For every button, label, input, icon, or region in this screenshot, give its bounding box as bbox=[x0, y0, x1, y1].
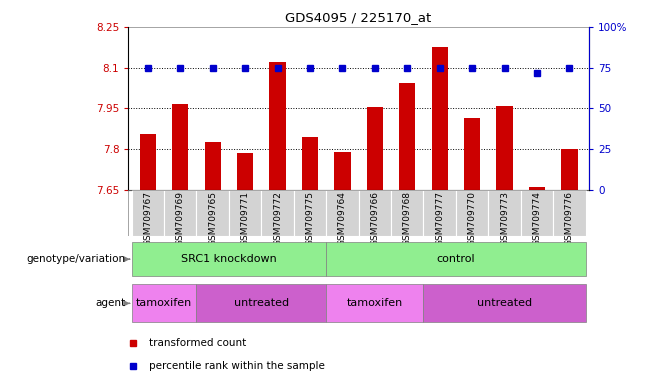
Bar bbox=[261, 190, 293, 236]
Bar bbox=[334, 152, 351, 190]
Text: tamoxifen: tamoxifen bbox=[136, 298, 192, 308]
Text: SRC1 knockdown: SRC1 knockdown bbox=[181, 254, 277, 264]
Bar bbox=[497, 106, 513, 190]
Bar bbox=[197, 284, 326, 323]
Bar bbox=[391, 190, 424, 236]
Text: untreated: untreated bbox=[234, 298, 289, 308]
Text: transformed count: transformed count bbox=[149, 338, 246, 348]
Bar bbox=[399, 83, 415, 190]
Text: untreated: untreated bbox=[477, 298, 532, 308]
Text: GSM709775: GSM709775 bbox=[305, 192, 315, 247]
Bar bbox=[229, 190, 261, 236]
Bar bbox=[424, 190, 456, 236]
Text: GSM709765: GSM709765 bbox=[208, 192, 217, 247]
Bar bbox=[520, 190, 553, 236]
Bar bbox=[326, 242, 586, 276]
Text: GSM709770: GSM709770 bbox=[468, 192, 476, 247]
Bar bbox=[456, 190, 488, 236]
Bar bbox=[553, 190, 586, 236]
Bar bbox=[302, 137, 318, 190]
Text: GSM709769: GSM709769 bbox=[176, 192, 185, 247]
Bar bbox=[488, 190, 520, 236]
Text: genotype/variation: genotype/variation bbox=[26, 254, 125, 264]
Text: GSM709777: GSM709777 bbox=[435, 192, 444, 247]
Text: GSM709773: GSM709773 bbox=[500, 192, 509, 247]
Bar bbox=[237, 153, 253, 190]
Bar bbox=[326, 284, 424, 323]
Text: GSM709764: GSM709764 bbox=[338, 192, 347, 247]
Bar bbox=[293, 190, 326, 236]
Text: GSM709768: GSM709768 bbox=[403, 192, 412, 247]
Text: agent: agent bbox=[95, 298, 125, 308]
Text: percentile rank within the sample: percentile rank within the sample bbox=[149, 361, 325, 371]
Bar bbox=[464, 118, 480, 190]
Bar bbox=[197, 190, 229, 236]
Text: tamoxifen: tamoxifen bbox=[347, 298, 403, 308]
Title: GDS4095 / 225170_at: GDS4095 / 225170_at bbox=[286, 11, 432, 24]
Bar bbox=[529, 187, 545, 190]
Bar bbox=[132, 190, 164, 236]
Bar bbox=[164, 190, 197, 236]
Text: GSM709771: GSM709771 bbox=[241, 192, 249, 247]
Bar bbox=[424, 284, 586, 323]
Text: GSM709767: GSM709767 bbox=[143, 192, 152, 247]
Bar bbox=[367, 107, 383, 190]
Text: GSM709776: GSM709776 bbox=[565, 192, 574, 247]
Text: GSM709772: GSM709772 bbox=[273, 192, 282, 247]
Bar bbox=[359, 190, 391, 236]
Bar bbox=[172, 104, 188, 190]
Bar bbox=[326, 190, 359, 236]
Text: GSM709774: GSM709774 bbox=[532, 192, 542, 247]
Text: GSM709766: GSM709766 bbox=[370, 192, 379, 247]
Text: control: control bbox=[437, 254, 475, 264]
Bar bbox=[132, 242, 326, 276]
Bar bbox=[139, 134, 156, 190]
Bar bbox=[269, 62, 286, 190]
Bar bbox=[132, 284, 197, 323]
Bar bbox=[205, 142, 220, 190]
Bar bbox=[561, 149, 578, 190]
Bar bbox=[432, 47, 448, 190]
